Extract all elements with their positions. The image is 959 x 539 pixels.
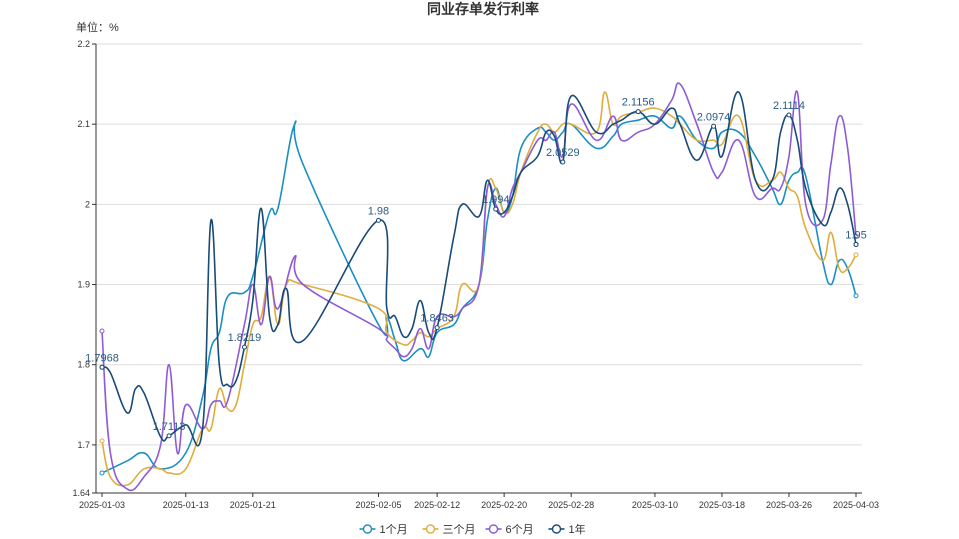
series-4 xyxy=(99,91,859,447)
data-point-marker xyxy=(711,123,717,129)
data-label: 2.0529 xyxy=(546,147,580,159)
data-point-marker xyxy=(786,112,792,118)
series-end-marker xyxy=(99,470,105,476)
series-line xyxy=(101,82,857,492)
legend-label: 6个月 xyxy=(506,523,534,536)
data-point-marker xyxy=(375,217,381,223)
x-tick-label: 2025-01-13 xyxy=(163,500,209,510)
data-label: 1.7968 xyxy=(85,352,119,364)
x-tick-label: 2025-02-05 xyxy=(355,500,401,510)
data-point-marker xyxy=(434,325,440,331)
x-tick-label: 2025-02-28 xyxy=(548,500,594,510)
legend-label: 三个月 xyxy=(443,523,476,536)
data-label: 2.1114 xyxy=(773,100,805,112)
axes: 1.64 1.7 1.8 1.9 2 2.1 2.2 2025-01-03 2025-01-13… xyxy=(72,39,879,510)
series-2 xyxy=(99,91,859,487)
y-tick-label: 1.8 xyxy=(77,360,90,370)
legend-item[interactable]: 1个月 xyxy=(359,523,408,536)
series-group xyxy=(99,82,859,492)
unit-label: 单位：% xyxy=(76,20,119,34)
series-end-marker xyxy=(99,328,105,334)
data-label: 2.1156 xyxy=(622,97,655,109)
y-tick-label: 1.7 xyxy=(77,440,90,450)
data-labels: 1.7968 1.7113 1.8219 1.98 1.8463 1.994 2.0529 2… xyxy=(85,97,867,439)
series-line xyxy=(101,91,857,447)
data-point-marker xyxy=(560,159,566,165)
legend-marker xyxy=(425,524,436,534)
grid xyxy=(96,43,862,446)
series-end-marker xyxy=(99,438,105,444)
y-tick-label: 2.1 xyxy=(77,119,90,129)
data-label: 1.8219 xyxy=(228,332,262,344)
x-tick-label: 2025-03-10 xyxy=(632,500,678,510)
data-point-marker xyxy=(853,241,859,247)
series-line xyxy=(101,115,857,474)
x-tick-label: 2025-01-21 xyxy=(230,500,276,510)
legend-marker xyxy=(362,524,373,534)
data-label: 1.994 xyxy=(482,194,510,206)
y-tick-label: 1.9 xyxy=(77,280,90,290)
y-tick-label: 2.2 xyxy=(77,39,90,49)
series-1 xyxy=(99,115,859,476)
legend[interactable]: 1个月 三个月 6个月 1年 xyxy=(359,522,586,536)
data-label: 1.98 xyxy=(368,205,389,217)
x-tick-label: 2025-02-20 xyxy=(481,500,527,510)
series-3 xyxy=(99,82,859,492)
series-end-marker xyxy=(853,293,859,299)
x-tick-label: 2025-03-18 xyxy=(699,500,745,510)
data-label: 1.95 xyxy=(845,229,866,241)
y-tick-label: 1.64 xyxy=(72,488,90,498)
data-point-marker xyxy=(635,109,641,115)
x-tick-label: 2025-03-26 xyxy=(766,500,812,510)
legend-marker xyxy=(488,524,499,534)
data-point-marker xyxy=(99,364,105,370)
legend-item[interactable]: 1年 xyxy=(548,522,586,536)
legend-label: 1个月 xyxy=(380,523,408,536)
data-label: 1.8463 xyxy=(420,313,454,325)
y-tick-label: 2 xyxy=(85,199,90,209)
data-point-marker xyxy=(166,433,172,439)
legend-item[interactable]: 三个月 xyxy=(422,523,476,536)
chart-title: 同业存单发行利率 xyxy=(427,1,539,17)
legend-item[interactable]: 6个月 xyxy=(485,523,534,536)
data-label: 2.0974 xyxy=(697,111,731,123)
series-end-marker xyxy=(853,252,859,258)
x-tick-label: 2025-02-12 xyxy=(414,500,460,510)
x-tick-label: 2025-01-03 xyxy=(79,500,125,510)
data-point-marker xyxy=(493,206,499,212)
data-point-marker xyxy=(241,344,247,350)
x-tick-label: 2025-04-03 xyxy=(833,500,879,510)
data-label: 1.7113 xyxy=(153,421,186,433)
legend-label: 1年 xyxy=(569,522,586,536)
legend-marker xyxy=(551,524,562,534)
